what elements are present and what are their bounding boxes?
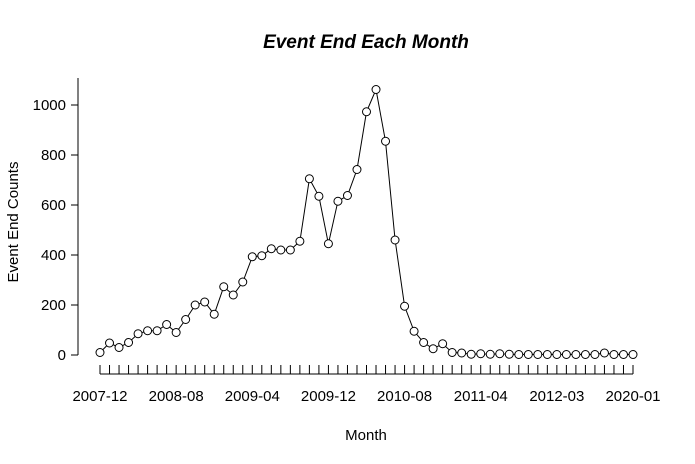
data-point (542, 350, 552, 359)
data-point (143, 326, 153, 336)
x-tick-label: 2011-04 (454, 388, 508, 405)
data-point (419, 338, 429, 347)
x-tick-label: 2012-03 (529, 388, 584, 405)
data-point (580, 350, 590, 359)
data-point (342, 191, 352, 200)
data-point (152, 326, 162, 336)
data-point (599, 348, 609, 358)
data-point (228, 290, 238, 300)
data-point (257, 251, 267, 261)
data-point (304, 174, 314, 184)
data-point (162, 320, 172, 329)
data-point (571, 350, 581, 359)
data-point (466, 349, 476, 359)
x-axis-label: Month (345, 427, 387, 444)
y-tick-label: 800 (41, 147, 66, 164)
data-point (561, 350, 571, 359)
data-point (590, 350, 600, 359)
data-point (181, 315, 191, 324)
data-point (209, 309, 219, 319)
data-point (409, 326, 419, 336)
data-point (457, 348, 467, 358)
y-tick-label: 1000 (33, 97, 66, 114)
data-point (381, 136, 391, 146)
data-point (533, 350, 543, 359)
x-tick-label: 2009-12 (301, 388, 356, 405)
data-point (105, 338, 115, 348)
x-tick-label: 2020-01 (605, 388, 660, 405)
data-point (523, 350, 533, 359)
data-point (114, 343, 124, 352)
chart-title: Event End Each Month (263, 32, 469, 53)
axes: 0 200 400 600 800 1000 2007-12 2008-08 2009-04 20… (33, 78, 661, 405)
data-point (295, 236, 305, 246)
data-point (400, 301, 410, 311)
data-point (609, 350, 619, 359)
data-point (476, 349, 486, 359)
data-point (514, 350, 524, 359)
x-tick-label: 2009-04 (225, 388, 280, 405)
data-point (124, 338, 134, 347)
data-point (485, 349, 495, 359)
data-point (552, 350, 562, 359)
y-tick-label: 400 (41, 247, 66, 264)
data-point (314, 191, 324, 201)
data-point (495, 349, 505, 359)
data-point (504, 349, 514, 359)
y-tick-label: 200 (41, 297, 66, 314)
data-point (200, 297, 210, 307)
series-line (99, 87, 633, 355)
data-point (285, 245, 295, 255)
data-point (352, 165, 362, 174)
y-axis-label: Event End Counts (5, 162, 22, 283)
data-point (190, 300, 200, 310)
data-point (323, 239, 333, 249)
x-tick-label: 2010-08 (377, 388, 432, 405)
data-point (171, 328, 181, 337)
data-point (438, 339, 448, 349)
data-point (238, 277, 248, 287)
data-point (362, 107, 371, 117)
data-point (95, 348, 105, 357)
data-point (266, 244, 276, 254)
data-point (447, 348, 457, 357)
data-point (133, 329, 143, 339)
data-point (390, 235, 400, 245)
y-tick-label: 600 (41, 197, 66, 214)
data-point (247, 252, 257, 262)
data-point (276, 245, 286, 255)
data-point (371, 85, 381, 94)
data-point (428, 344, 438, 354)
data-point (628, 350, 638, 359)
x-tick-label: 2007-12 (72, 388, 127, 405)
data-point (618, 350, 628, 359)
x-tick-label: 2008-08 (149, 388, 204, 405)
data-point (333, 196, 343, 206)
data-point (219, 282, 229, 292)
series-layer (95, 85, 638, 359)
y-tick-label: 0 (58, 347, 66, 364)
